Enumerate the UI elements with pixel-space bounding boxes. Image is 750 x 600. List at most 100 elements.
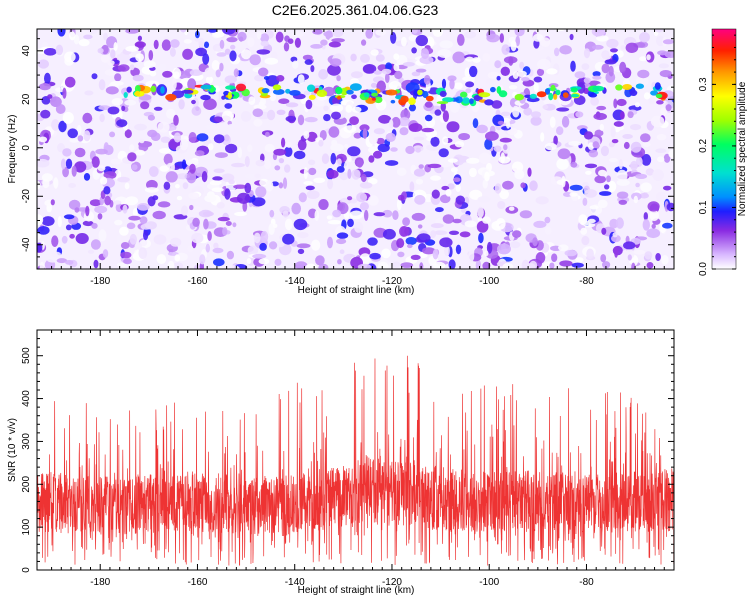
heatmap-cell: [302, 54, 313, 61]
heatmap-cell: [216, 52, 227, 57]
heatmap-cell: [413, 168, 426, 177]
heatmap-cell: [264, 143, 275, 153]
ridge-cell: [425, 95, 434, 102]
heatmap-cell: [253, 119, 263, 127]
snr-x-axis-label: Height of straight line (km): [298, 585, 415, 596]
heatmap-cell: [568, 141, 582, 146]
heatmap-cell: [78, 39, 90, 47]
heatmap-cell: [500, 66, 510, 77]
ridge-cell: [181, 89, 194, 94]
heatmap-cell: [649, 209, 659, 221]
heatmap-cell: [187, 78, 197, 91]
heatmap-cell: [558, 244, 569, 252]
ridge-cell: [570, 87, 578, 93]
heatmap-cell: [448, 230, 460, 235]
heatmap-cell: [303, 167, 308, 180]
heatmap-cell: [119, 226, 129, 236]
heatmap-cell: [229, 50, 237, 62]
heatmap-cell: [448, 259, 456, 269]
heatmap-cell: [82, 112, 93, 124]
heatmap-cell: [233, 68, 239, 78]
snr-line: [37, 355, 674, 566]
heatmap-cell: [509, 241, 521, 249]
heatmap-cell: [323, 31, 332, 37]
heatmap-cell: [506, 120, 511, 129]
heatmap-cell: [561, 116, 570, 128]
ridge-cell: [655, 93, 663, 99]
heatmap-cell: [600, 145, 610, 157]
heatmap-cell: [532, 33, 544, 42]
heatmap-cell: [105, 86, 119, 95]
heatmap-cell: [411, 212, 426, 221]
heatmap-cell: [641, 154, 652, 166]
heatmap-cell: [637, 69, 650, 79]
heatmap-cell: [512, 230, 522, 238]
ridge-cell: [225, 85, 236, 90]
ridge-cell: [529, 93, 537, 99]
heatmap-cell: [512, 105, 520, 118]
heatmap-cell: [291, 202, 302, 215]
heatmap-cell: [68, 199, 81, 210]
heatmap-cell: [236, 192, 251, 204]
heatmap-cell: [244, 182, 252, 194]
heatmap-cell: [616, 169, 628, 182]
heatmap-cell: [434, 109, 442, 116]
heatmap-cell: [94, 205, 108, 214]
heatmap-cell: [173, 132, 181, 143]
heatmap-cell: [316, 95, 328, 101]
heatmap-cell: [557, 148, 571, 160]
heatmap-cell: [633, 195, 638, 204]
heatmap-cell: [369, 252, 381, 260]
heatmap-cell: [497, 201, 506, 209]
heatmap-cell: [430, 175, 441, 181]
heatmap-cell: [618, 159, 623, 170]
heatmap-cell: [75, 233, 89, 244]
heatmap-cell: [226, 37, 238, 43]
ridge-cell: [150, 85, 157, 93]
heatmap-cell: [482, 261, 491, 269]
heatmap-cell: [661, 255, 669, 265]
heatmap-cell: [551, 253, 558, 262]
colorbar-ticks: 0.0 0.1 0.2 0.3: [698, 34, 736, 276]
heatmap-cell: [339, 249, 345, 254]
heatmap-cell: [542, 104, 549, 110]
heatmap-cell: [100, 54, 110, 63]
heatmap-cell: [402, 62, 415, 67]
heatmap-cell: [323, 105, 329, 112]
ridge-cell: [123, 92, 128, 98]
heatmap-cell: [336, 166, 345, 173]
heatmap-cell: [616, 191, 629, 199]
heatmap-cell: [645, 168, 655, 176]
heatmap-cell: [247, 37, 255, 47]
heatmap-cell: [247, 144, 253, 152]
heatmap-cell: [571, 262, 584, 268]
snr-y-tick-label: 100: [21, 518, 32, 535]
heatmap-cell: [132, 208, 138, 217]
heatmap-cell: [38, 59, 49, 69]
heatmap-cell: [57, 143, 65, 153]
heatmap-cell: [413, 136, 425, 141]
heatmap-cell: [535, 251, 546, 264]
heatmap-cell: [39, 261, 45, 269]
heatmap-cell: [98, 105, 111, 111]
heatmap-cell: [627, 111, 634, 119]
heatmap-cell: [64, 76, 76, 88]
heatmap-cell: [540, 37, 551, 47]
heatmap-cell: [414, 194, 426, 205]
heatmap-cell: [454, 141, 465, 148]
heatmap-cell: [532, 237, 538, 247]
heatmap-cell: [477, 216, 483, 223]
heatmap-cell: [597, 199, 608, 209]
colorbar: 0.0 0.1 0.2 0.3 Normalized spectral amplitu…: [698, 28, 748, 276]
heatmap-cell: [402, 217, 410, 227]
heatmap-cell: [162, 70, 173, 78]
heatmap-cell: [204, 67, 214, 78]
heatmap-cell: [658, 63, 669, 69]
heatmap-cell: [95, 148, 108, 155]
heatmap-cell: [439, 237, 453, 248]
heatmap-cell: [284, 164, 291, 173]
heatmap-cell: [191, 232, 204, 244]
heatmap-cell: [109, 131, 116, 138]
heatmap-cell: [401, 36, 407, 47]
heatmap-cell: [438, 148, 449, 158]
